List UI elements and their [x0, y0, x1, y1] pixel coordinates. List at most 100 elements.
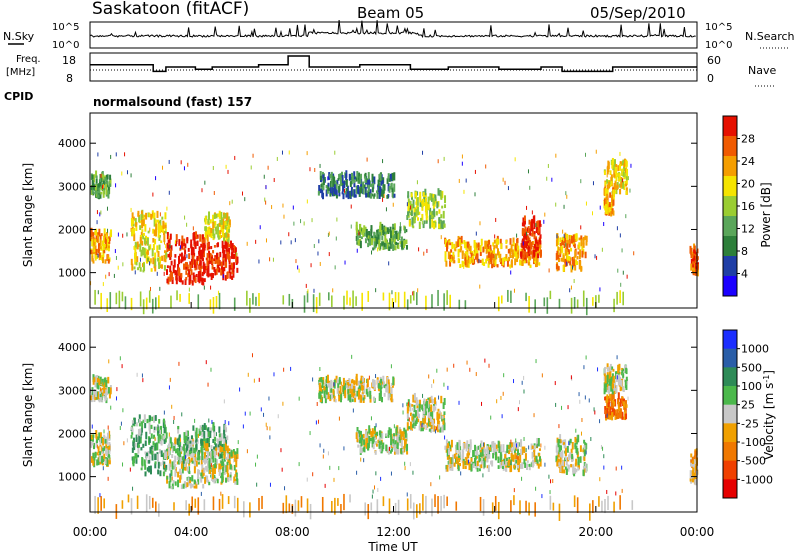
echo-cell	[434, 406, 437, 411]
echo-cell	[183, 432, 186, 441]
echo-cell	[468, 446, 471, 453]
ground-scatter-cell	[409, 295, 412, 304]
ground-scatter-cell	[558, 298, 561, 309]
echo-cell	[223, 423, 226, 433]
noise-cell	[558, 424, 560, 429]
echo-cell	[490, 254, 493, 262]
noise-cell	[566, 261, 568, 266]
echo-cell	[153, 434, 156, 439]
noise-cell	[319, 163, 321, 168]
echo-cell	[493, 239, 496, 244]
echo-cell	[439, 220, 442, 230]
echo-cell	[362, 447, 365, 452]
echo-cell	[489, 244, 492, 252]
noise-cell	[324, 483, 326, 488]
echo-cell	[206, 443, 209, 452]
colorbar-cell	[723, 236, 737, 257]
echo-cell	[694, 250, 697, 255]
echo-cell	[538, 448, 541, 451]
echo-cell	[236, 267, 239, 273]
echo-cell	[234, 451, 237, 458]
echo-cell	[378, 232, 381, 236]
echo-cell	[514, 452, 517, 460]
echo-cell	[612, 375, 615, 383]
echo-cell	[350, 190, 353, 196]
colorbar-cell	[723, 330, 737, 350]
echo-cell	[227, 458, 230, 464]
echo-cell	[99, 246, 102, 250]
echo-cell	[475, 250, 478, 254]
echo-cell	[341, 180, 344, 187]
echo-cell	[538, 262, 541, 266]
echo-cell	[187, 247, 190, 252]
echo-cell	[227, 233, 230, 238]
echo-cell	[107, 238, 110, 243]
echo-cell	[536, 241, 539, 246]
echo-cell	[526, 251, 529, 258]
ground-scatter-cell	[510, 500, 512, 512]
echo-cell	[689, 245, 692, 254]
echo-cell	[422, 407, 425, 412]
echo-cell	[223, 463, 226, 473]
noise-cell	[609, 402, 611, 407]
echo-cell	[228, 247, 231, 254]
noise-cell	[217, 290, 219, 295]
noise-cell	[525, 448, 527, 453]
echo-cell	[148, 459, 151, 464]
echo-cell	[488, 259, 491, 264]
echo-cell	[210, 465, 213, 473]
echo-cell	[356, 390, 359, 397]
echo-cell	[191, 441, 194, 445]
noise-cell	[312, 472, 314, 477]
noise-cell	[96, 210, 98, 215]
echo-cell	[166, 231, 169, 240]
noise-cell	[305, 283, 307, 288]
noise-cell	[168, 159, 170, 164]
echo-cell	[95, 228, 98, 236]
echo-cell	[576, 451, 579, 459]
noise-cell	[321, 395, 323, 400]
echo-cell	[625, 365, 628, 370]
noise-cell	[210, 285, 212, 290]
echo-cell	[145, 452, 148, 461]
noise-cell	[324, 381, 326, 386]
echo-cell	[226, 251, 229, 258]
echo-cell	[419, 195, 422, 203]
echo-cell	[413, 216, 416, 224]
noise-cell	[375, 471, 377, 476]
echo-cell	[479, 452, 482, 458]
echo-cell	[96, 459, 99, 466]
echo-cell	[220, 452, 223, 459]
echo-cell	[464, 465, 467, 470]
echo-cell	[234, 247, 237, 255]
noise-cell	[622, 178, 624, 183]
echo-cell	[370, 431, 373, 438]
noise-cell	[194, 418, 196, 423]
noise-cell	[390, 471, 392, 476]
echo-cell	[354, 194, 357, 198]
noise-cell	[535, 486, 537, 491]
echo-cell	[179, 441, 182, 446]
echo-cell	[447, 443, 450, 449]
echo-cell	[132, 440, 135, 443]
echo-cell	[343, 181, 346, 189]
echo-cell	[330, 381, 333, 389]
echo-cell	[691, 263, 694, 268]
echo-cell	[170, 486, 173, 490]
echo-cell	[357, 240, 360, 246]
echo-cell	[502, 444, 505, 453]
echo-cell	[152, 238, 155, 243]
echo-cell	[160, 225, 163, 231]
noise-cell	[171, 476, 173, 481]
echo-cell	[385, 433, 388, 437]
echo-cell	[614, 409, 617, 417]
echo-cell	[377, 186, 380, 191]
echo-cell	[130, 426, 133, 430]
echo-cell	[215, 213, 218, 219]
echo-cell	[167, 276, 170, 285]
echo-cell	[147, 256, 150, 262]
noise-cell	[300, 219, 302, 224]
echo-cell	[507, 460, 510, 467]
noise-cell	[211, 419, 213, 424]
echo-cell	[327, 182, 330, 187]
